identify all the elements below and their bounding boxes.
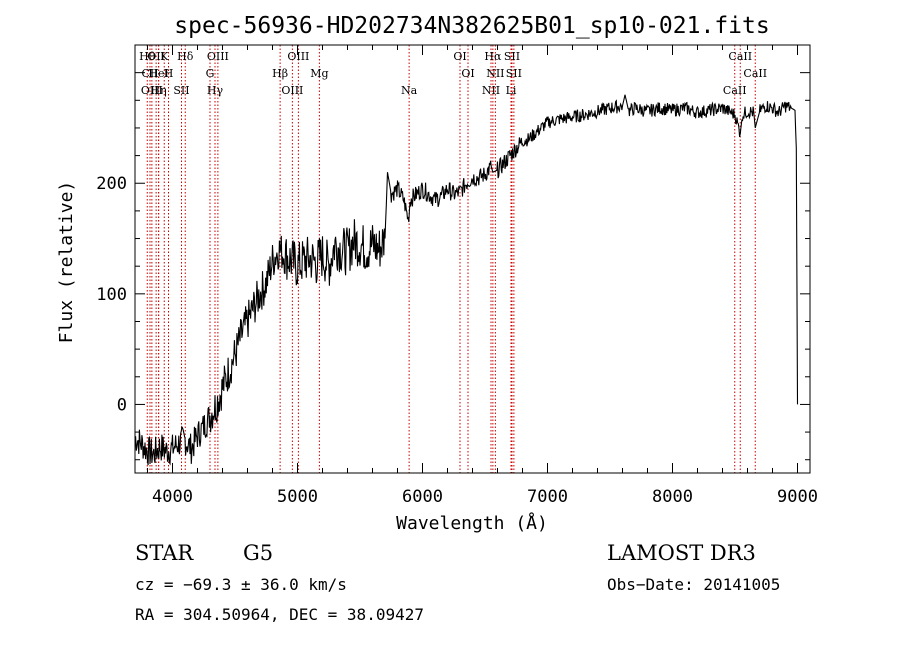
line-marker-label: Mg <box>310 67 328 80</box>
line-marker-label: Hγ <box>207 84 224 97</box>
x-axis-label: Wavelength (Å) <box>396 512 548 534</box>
x-tick-label: 7000 <box>527 487 568 507</box>
line-marker-label: OI <box>453 50 466 63</box>
y-tick-label: 200 <box>96 174 127 194</box>
object-subclass: G5 <box>243 541 273 565</box>
line-marker-label: OII <box>147 50 165 63</box>
line-marker-label: G <box>206 67 215 80</box>
line-marker-label: Li <box>506 84 517 97</box>
line-marker-label: NII <box>486 67 504 80</box>
object-class: STAR <box>135 541 194 565</box>
line-marker-label: CaII <box>723 84 747 97</box>
y-tick-label: 100 <box>96 285 127 305</box>
line-marker-label: Hδ <box>177 50 194 63</box>
x-tick-label: 4000 <box>152 487 193 507</box>
line-marker-label: CII <box>141 67 158 80</box>
line-marker-label: OIII <box>207 50 229 63</box>
y-axis-label: Flux (relative) <box>56 181 77 344</box>
chart-title: spec-56936-HD202734N382625B01_sp10-021.f… <box>174 13 769 39</box>
line-marker-label: SII <box>504 50 520 63</box>
line-marker-label: Hβ <box>272 67 288 80</box>
x-tick-label: 5000 <box>277 487 318 507</box>
line-marker-label: Hη <box>151 84 167 97</box>
line-marker-label: Hθ <box>139 50 156 63</box>
obs-date: Obs−Date: 20141005 <box>607 575 780 594</box>
line-marker-label: CaII <box>743 67 767 80</box>
redshift-text: cz = −69.3 ± 36.0 km/s <box>135 575 347 594</box>
coordinates-text: RA = 304.50964, DEC = 38.09427 <box>135 605 424 624</box>
y-axis-ticks: 0 100 200 <box>96 72 810 461</box>
line-marker-label: H <box>164 67 174 80</box>
spectral-line-labels: Hθ CII OIII OII HeI Hη KH SII Hδ G Hγ OIII Hβ OIII OII… <box>139 50 767 97</box>
line-marker-label: SII <box>173 84 189 97</box>
line-marker-label: Hα <box>484 50 502 63</box>
x-tick-label: 9000 <box>777 487 818 507</box>
survey-name: LAMOST DR3 <box>607 541 756 565</box>
line-marker-label: OIII <box>281 84 303 97</box>
line-marker-label: OI <box>461 67 474 80</box>
line-marker-label: Na <box>401 84 418 97</box>
line-marker-label: CaII <box>728 50 752 63</box>
line-marker-label: HeI <box>148 67 168 80</box>
y-tick-label: 0 <box>117 395 127 415</box>
line-marker-label: SII <box>506 67 522 80</box>
plot-frame <box>134 44 811 474</box>
line-marker-label: OIII <box>287 50 309 63</box>
line-marker-label: OIII <box>141 84 163 97</box>
line-marker-label: K <box>160 50 169 63</box>
x-axis-ticks: 4000 5000 6000 7000 8000 9000 <box>147 45 818 507</box>
line-marker-label: NII <box>482 84 500 97</box>
spectrum-line <box>134 94 799 466</box>
x-tick-label: 6000 <box>402 487 443 507</box>
x-tick-label: 8000 <box>652 487 693 507</box>
